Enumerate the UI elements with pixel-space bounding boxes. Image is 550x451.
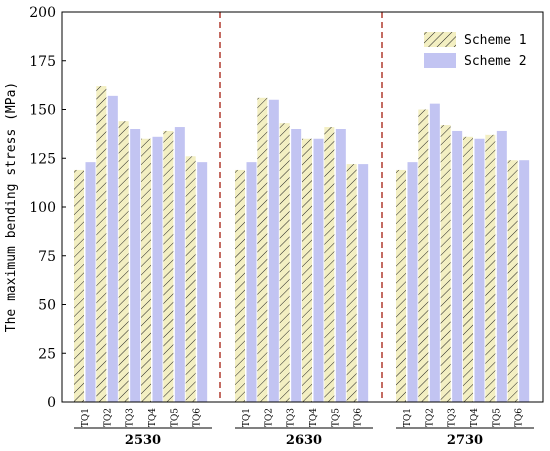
x-axis: TQ1 TQ2 TQ3 TQ4 TQ5 TQ6 2530 TQ1 TQ2 TQ3 TQ4 TQ5 TQ6… — [74, 408, 534, 448]
bar-2530-tq1-scheme-2 — [85, 162, 96, 402]
legend-label-2: Scheme 2 — [464, 54, 527, 69]
bar-2630-tq3-scheme-1 — [279, 123, 290, 403]
y-axis: 0 25 50 75 100 125 150 175 200 — [29, 5, 66, 411]
bar-2530-tq6-scheme-2 — [197, 162, 208, 402]
x-category-label: TQ6 — [515, 408, 525, 427]
bar-2530-tq5-scheme-1 — [163, 130, 174, 402]
bar-2630-tq6-scheme-1 — [346, 164, 357, 402]
bar-2730-tq2-scheme-2 — [429, 103, 440, 403]
x-category-label: TQ1 — [81, 408, 91, 427]
y-axis-title: The maximum bending stress (MPa) — [4, 82, 19, 332]
bar-2530-tq3-scheme-2 — [130, 129, 141, 402]
y-tick-label: 125 — [29, 151, 56, 167]
bar-2630-tq4-scheme-1 — [302, 138, 312, 402]
plot-frame — [61, 11, 544, 403]
group-separators — [219, 12, 383, 402]
legend-swatch-2 — [424, 53, 456, 68]
group-label: 2530 — [125, 433, 161, 448]
bar-2730-tq5-scheme-2 — [496, 130, 507, 402]
bar-2630-tq5-scheme-1 — [324, 127, 335, 403]
bars-layer — [74, 86, 530, 403]
bar-2730-tq1-scheme-1 — [396, 169, 406, 402]
x-category-label: TQ1 — [403, 408, 413, 427]
x-category-label: TQ2 — [103, 408, 113, 427]
bar-2530-tq5-scheme-2 — [174, 127, 185, 403]
bar-2530-tq3-scheme-1 — [118, 121, 129, 402]
bar-2730-tq6-scheme-2 — [519, 160, 530, 402]
x-category-label: TQ2 — [425, 408, 435, 427]
bar-2730-tq4-scheme-2 — [474, 138, 485, 402]
bar-2630-tq2-scheme-1 — [257, 97, 268, 403]
bar-2530-tq1-scheme-1 — [74, 169, 84, 402]
legend: Scheme 1 Scheme 2 — [424, 32, 527, 69]
bar-2730-tq2-scheme-1 — [418, 109, 429, 402]
y-tick-label: 75 — [38, 249, 56, 265]
y-tick-label: 200 — [29, 5, 56, 21]
x-category-label: TQ5 — [170, 408, 180, 427]
bar-2530-tq4-scheme-1 — [141, 138, 151, 402]
y-tick-label: 150 — [29, 103, 56, 119]
bar-2530-tq6-scheme-1 — [185, 156, 196, 402]
bar-2630-tq2-scheme-2 — [268, 99, 279, 402]
y-tick-label: 50 — [38, 298, 56, 314]
bar-2630-tq6-scheme-2 — [358, 164, 369, 402]
bar-2630-tq4-scheme-2 — [313, 138, 324, 402]
x-category-label: TQ3 — [287, 408, 297, 427]
x-category-label: TQ4 — [148, 408, 158, 427]
bar-2730-tq1-scheme-2 — [407, 162, 418, 402]
group-label: 2730 — [447, 433, 483, 448]
bar-2730-tq3-scheme-2 — [452, 130, 463, 402]
bar-2730-tq3-scheme-1 — [440, 125, 451, 402]
x-category-label: TQ2 — [264, 408, 274, 427]
x-category-label: TQ5 — [331, 408, 341, 427]
x-category-label: TQ3 — [126, 408, 136, 427]
x-category-label: TQ4 — [470, 408, 480, 427]
y-tick-label: 175 — [29, 54, 56, 70]
bar-2530-tq2-scheme-2 — [107, 95, 118, 402]
bar-2530-tq2-scheme-1 — [96, 86, 107, 402]
group-label: 2630 — [286, 433, 322, 448]
bar-2630-tq5-scheme-2 — [335, 129, 346, 402]
x-category-label: TQ6 — [193, 408, 203, 427]
y-tick-label: 100 — [29, 200, 56, 216]
bar-2630-tq3-scheme-2 — [291, 129, 302, 402]
x-category-label: TQ3 — [448, 408, 458, 427]
y-tick-label: 0 — [47, 395, 56, 411]
bar-2530-tq4-scheme-2 — [152, 136, 163, 403]
bar-2630-tq1-scheme-1 — [235, 169, 245, 402]
x-category-label: TQ4 — [309, 408, 319, 427]
bar-2730-tq6-scheme-1 — [507, 160, 518, 402]
legend-label-1: Scheme 1 — [464, 33, 527, 48]
legend-swatch-1 — [424, 32, 456, 47]
y-tick-label: 25 — [38, 346, 56, 362]
bar-2730-tq4-scheme-1 — [463, 136, 473, 403]
x-category-label: TQ5 — [492, 408, 502, 427]
x-category-label: TQ6 — [354, 408, 364, 427]
bar-2630-tq1-scheme-2 — [246, 162, 257, 402]
bar-2730-tq5-scheme-1 — [485, 134, 496, 402]
x-category-label: TQ1 — [242, 408, 252, 427]
